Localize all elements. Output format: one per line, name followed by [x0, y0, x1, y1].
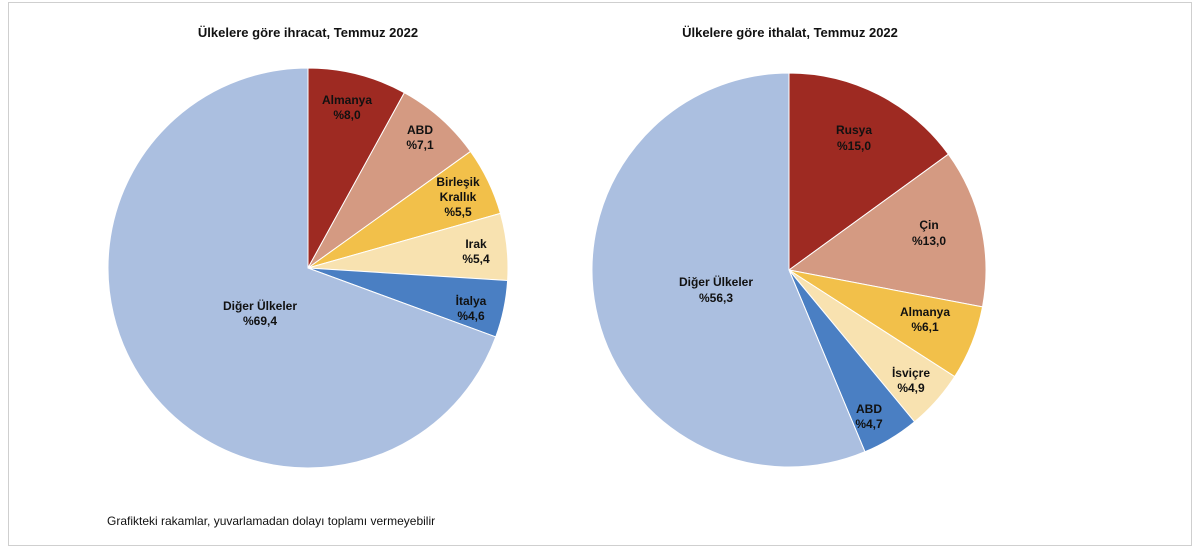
slice-label-0-1: ABD %7,1 [406, 123, 434, 152]
slice-label-0-0: Almanya %8,0 [322, 93, 372, 122]
slice-label-0-3: Irak %5,4 [462, 237, 490, 266]
pie-slice-1-5 [591, 72, 866, 468]
slice-label-0-2: Birleşik Krallık %5,5 [436, 175, 480, 219]
slice-label-0-5: Diğer Ülkeler %69,4 [223, 298, 297, 328]
slice-label-1-2: Almanya %6,1 [900, 305, 950, 334]
import-pie: Rusya %15,0 Çin %13,0 Almanya %6,1 İsviçre %4,9… [591, 72, 987, 468]
slice-label-1-1: Çin %13,0 [912, 218, 946, 248]
import-chart-title: Ülkelere göre ithalat, Temmuz 2022 [682, 25, 898, 40]
export-chart-title: Ülkelere göre ihracat, Temmuz 2022 [198, 25, 418, 40]
slice-label-1-0: Rusya %15,0 [836, 123, 872, 153]
footnote: Grafikteki rakamlar, yuvarlamadan dolayı… [107, 514, 436, 528]
slice-label-1-5: Diğer Ülkeler %56,3 [679, 274, 753, 305]
pie-slice-1-0 [788, 72, 950, 271]
slice-label-0-4: İtalya %4,6 [456, 293, 487, 323]
pie-slice-0-5 [107, 67, 497, 469]
pie-slice-0-0 [307, 67, 406, 269]
slice-label-1-4: ABD %4,7 [855, 402, 883, 431]
pie-slice-1-1 [787, 153, 987, 308]
slice-label-1-3: İsviçre %4,9 [892, 365, 930, 395]
